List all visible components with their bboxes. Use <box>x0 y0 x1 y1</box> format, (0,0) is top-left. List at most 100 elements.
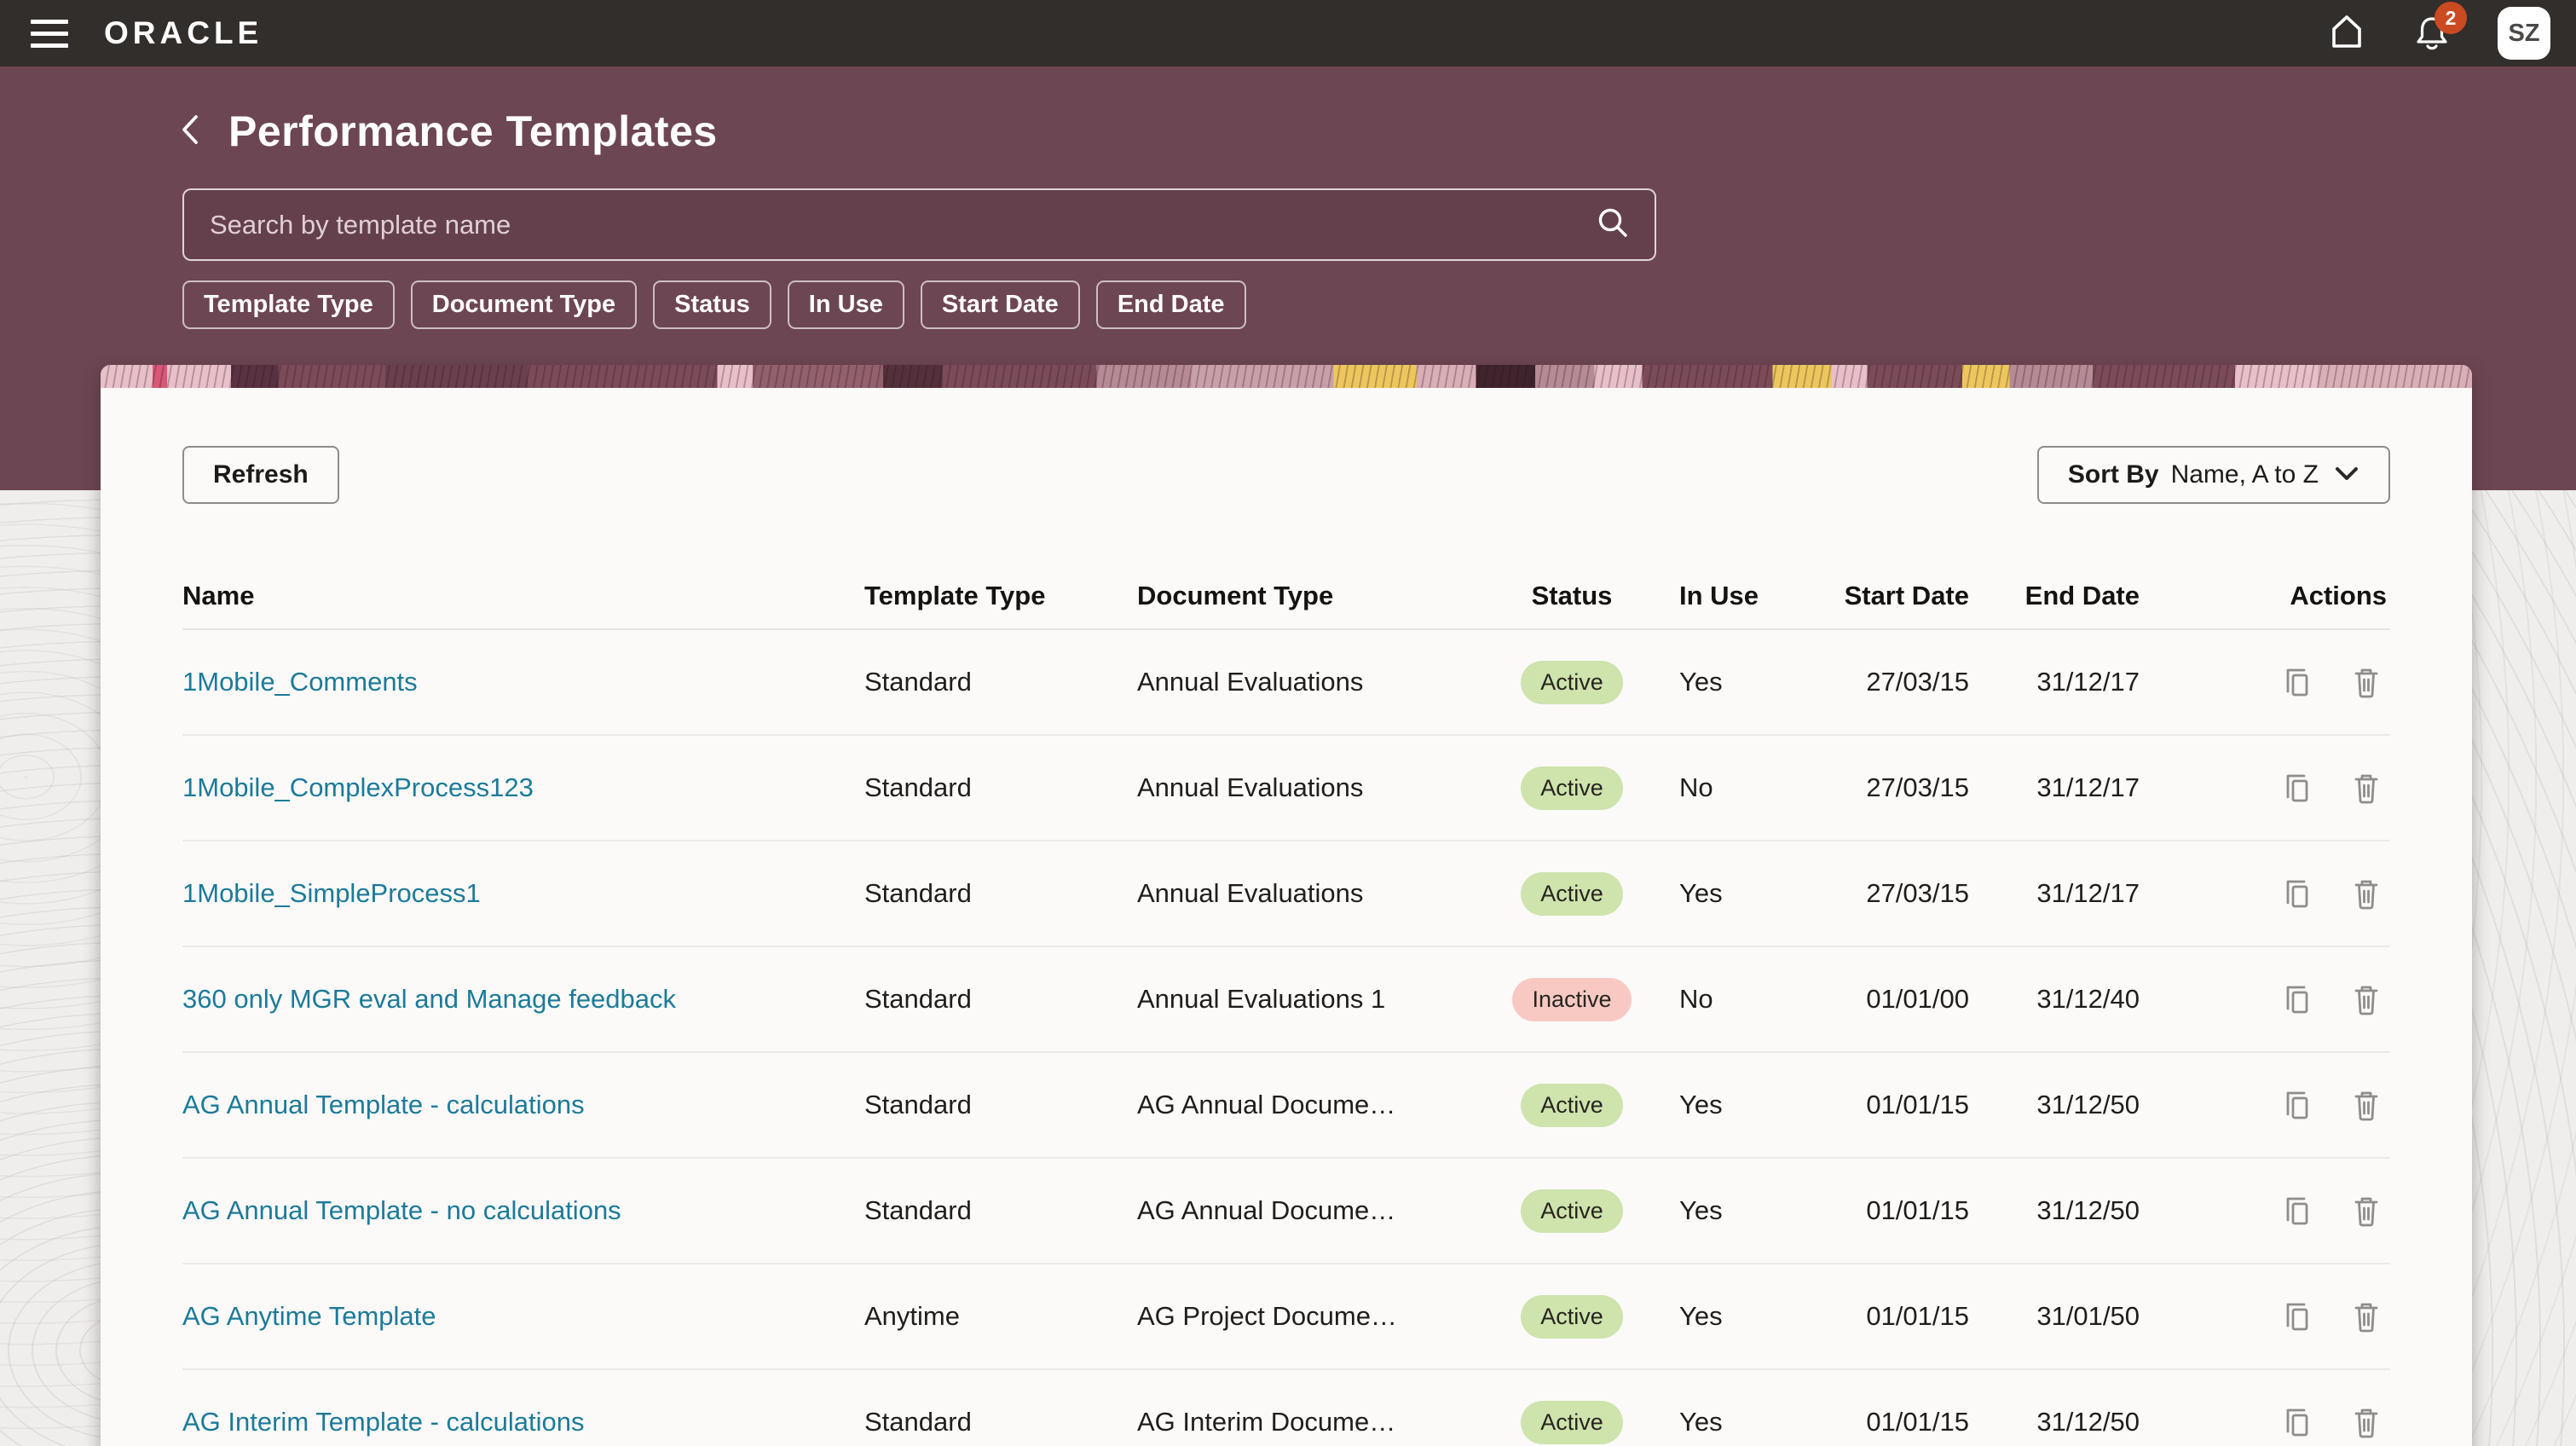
table-row: 1Mobile_ComplexProcess123 Standard Annua… <box>182 736 2390 842</box>
avatar[interactable]: SZ <box>2498 7 2550 60</box>
column-header-template-type[interactable]: Template Type <box>864 580 1046 610</box>
duplicate-icon[interactable] <box>2276 979 2317 1020</box>
status-badge: Inactive <box>1512 977 1632 1021</box>
search-input[interactable] <box>208 208 1595 241</box>
status-badge: Active <box>1521 1400 1623 1444</box>
topbar-actions: 2 SZ <box>2327 2 2550 60</box>
cell-start-date: 01/01/15 <box>1866 1407 1969 1437</box>
status-badge: Active <box>1521 1294 1623 1339</box>
table-row: AG Interim Template - calculations Stand… <box>182 1370 2390 1446</box>
duplicate-icon[interactable] <box>2276 662 2317 703</box>
cell-end-date: 31/12/50 <box>2036 1090 2140 1119</box>
cell-end-date: 31/12/40 <box>2036 984 2140 1014</box>
cell-document-type: AG Project Docume… <box>1137 1301 1397 1331</box>
trash-icon[interactable] <box>2346 979 2387 1020</box>
sort-by-label: Sort By <box>2067 460 2159 489</box>
cell-start-date: 27/03/15 <box>1866 772 1969 802</box>
column-header-start-date[interactable]: Start Date <box>1844 580 1969 610</box>
trash-icon[interactable] <box>2346 1402 2387 1443</box>
search-bar <box>182 188 1656 261</box>
trash-icon[interactable] <box>2346 662 2387 703</box>
filter-chip-in-use[interactable]: In Use <box>787 281 904 329</box>
chevron-left-icon[interactable] <box>179 113 201 151</box>
trash-icon[interactable] <box>2346 1084 2387 1125</box>
duplicate-icon[interactable] <box>2276 1402 2317 1443</box>
cell-start-date: 01/01/00 <box>1866 984 1969 1014</box>
table-row: 1Mobile_Comments Standard Annual Evaluat… <box>182 630 2390 736</box>
trash-icon[interactable] <box>2346 873 2387 914</box>
cell-template-type: Standard <box>864 878 972 908</box>
cell-document-type: Annual Evaluations 1 <box>1137 984 1386 1014</box>
status-badge: Active <box>1521 871 1623 916</box>
cell-end-date: 31/12/17 <box>2036 772 2140 802</box>
status-badge: Active <box>1521 660 1623 704</box>
home-icon[interactable] <box>2327 12 2366 55</box>
table-header: Name Template Type Document Type Status … <box>182 563 2390 630</box>
cell-template-type: Standard <box>864 772 972 802</box>
page-title: Performance Templates <box>228 107 718 155</box>
filter-chip-document-type[interactable]: Document Type <box>410 281 638 329</box>
filter-chip-template-type[interactable]: Template Type <box>182 281 395 329</box>
search-icon[interactable] <box>1595 205 1631 245</box>
top-bar: ORACLE 2 SZ <box>0 0 2576 67</box>
column-header-document-type[interactable]: Document Type <box>1137 580 1334 610</box>
table-row: 1Mobile_SimpleProcess1 Standard Annual E… <box>182 842 2390 947</box>
duplicate-icon[interactable] <box>2276 1084 2317 1125</box>
column-header-actions: Actions <box>2290 580 2387 610</box>
filter-chip-end-date[interactable]: End Date <box>1095 281 1246 329</box>
column-header-end-date[interactable]: End Date <box>2024 580 2140 610</box>
trash-icon[interactable] <box>2346 1296 2387 1337</box>
column-header-status[interactable]: Status <box>1531 580 1613 610</box>
status-badge: Active <box>1521 1189 1623 1233</box>
decorative-banner <box>101 365 2472 388</box>
table-row: AG Anytime Template Anytime AG Project D… <box>182 1264 2390 1370</box>
trash-icon[interactable] <box>2346 767 2387 808</box>
table-row: 360 only MGR eval and Manage feedback St… <box>182 947 2390 1053</box>
template-name-link[interactable]: AG Annual Template - calculations <box>182 1090 585 1119</box>
template-name-link[interactable]: AG Annual Template - no calculations <box>182 1195 621 1225</box>
duplicate-icon[interactable] <box>2276 1190 2317 1231</box>
cell-end-date: 31/12/50 <box>2036 1195 2140 1225</box>
status-badge: Active <box>1521 1083 1623 1127</box>
cell-document-type: AG Annual Docume… <box>1137 1195 1396 1225</box>
cell-start-date: 01/01/15 <box>1866 1090 1969 1119</box>
cell-document-type: AG Annual Docume… <box>1137 1090 1396 1119</box>
cell-in-use: Yes <box>1679 667 1723 697</box>
cell-in-use: Yes <box>1679 1195 1723 1225</box>
cell-template-type: Standard <box>864 984 972 1014</box>
column-header-in-use[interactable]: In Use <box>1679 580 1759 610</box>
template-name-link[interactable]: 1Mobile_Comments <box>182 667 418 697</box>
cell-document-type: Annual Evaluations <box>1137 878 1364 908</box>
sort-by-button[interactable]: Sort By Name, A to Z <box>2036 446 2390 504</box>
cell-document-type: AG Interim Docume… <box>1137 1407 1396 1437</box>
menu-icon[interactable] <box>31 19 68 48</box>
template-name-link[interactable]: AG Interim Template - calculations <box>182 1407 585 1437</box>
cell-end-date: 31/01/50 <box>2036 1301 2140 1331</box>
sort-by-value: Name, A to Z <box>2170 460 2319 489</box>
cell-template-type: Standard <box>864 1090 972 1119</box>
cell-start-date: 27/03/15 <box>1866 878 1969 908</box>
table-body: 1Mobile_Comments Standard Annual Evaluat… <box>182 630 2390 1446</box>
duplicate-icon[interactable] <box>2276 873 2317 914</box>
filter-chip-start-date[interactable]: Start Date <box>920 281 1080 329</box>
cell-start-date: 01/01/15 <box>1866 1301 1969 1331</box>
duplicate-icon[interactable] <box>2276 767 2317 808</box>
filter-chip-status[interactable]: Status <box>653 281 771 329</box>
template-name-link[interactable]: 1Mobile_ComplexProcess123 <box>182 772 534 802</box>
duplicate-icon[interactable] <box>2276 1296 2317 1337</box>
template-name-link[interactable]: 360 only MGR eval and Manage feedback <box>182 984 677 1014</box>
bell-icon[interactable]: 2 <box>2412 2 2467 53</box>
oracle-logo: ORACLE <box>104 15 263 50</box>
template-name-link[interactable]: AG Anytime Template <box>182 1301 436 1331</box>
column-header-name[interactable]: Name <box>182 580 255 610</box>
refresh-button[interactable]: Refresh <box>182 446 339 504</box>
cell-in-use: Yes <box>1679 878 1723 908</box>
trash-icon[interactable] <box>2346 1190 2387 1231</box>
cell-in-use: Yes <box>1679 1090 1723 1119</box>
cell-document-type: Annual Evaluations <box>1137 667 1364 697</box>
cell-in-use: Yes <box>1679 1301 1723 1331</box>
cell-in-use: Yes <box>1679 1407 1723 1437</box>
cell-template-type: Standard <box>864 1195 972 1225</box>
template-name-link[interactable]: 1Mobile_SimpleProcess1 <box>182 878 481 908</box>
